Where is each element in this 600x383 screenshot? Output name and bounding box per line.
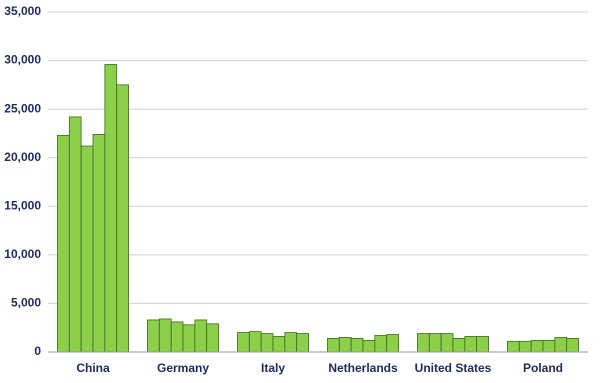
bar [170,321,184,353]
x-tick-label: China [76,361,110,375]
y-tick-label: 20,000 [4,150,41,164]
y-tick-label: 0 [34,344,41,358]
bar [428,333,442,353]
bar [116,84,129,353]
x-tick-label: Germany [157,361,209,375]
bar [386,334,399,353]
bar [530,339,544,353]
bar [327,337,340,353]
bar [57,134,70,353]
bar [237,332,250,353]
y-tick-label: 5,000 [11,296,41,310]
x-tick-label: Poland [523,361,563,375]
bar [104,64,118,353]
bar [476,336,489,353]
bar [338,337,352,353]
bar [374,335,388,353]
y-tick-label: 10,000 [4,247,41,261]
bar [182,324,196,353]
bar [440,333,454,353]
bar [206,323,219,353]
bar [566,337,579,353]
bar [272,336,286,353]
bar [158,318,172,353]
bar [518,340,532,353]
y-tick-label: 35,000 [4,4,41,18]
bar [92,133,106,353]
bar [68,116,82,353]
bar [284,332,298,353]
x-tick-label: United States [415,361,492,375]
bar [362,339,376,353]
bar [417,333,430,353]
x-tick-label: Netherlands [328,361,398,375]
bar [507,340,520,353]
bar [542,339,556,353]
bar [80,145,94,353]
bar [350,337,364,353]
x-tick-label: Italy [261,361,285,375]
bar [296,333,309,353]
y-tick-label: 15,000 [4,198,41,212]
y-tick-label: 30,000 [4,53,41,67]
bar [452,337,466,353]
y-tick-label: 25,000 [4,101,41,115]
bar [147,319,160,353]
bar [260,333,274,353]
bar [464,336,478,353]
bar [248,331,262,353]
bar [194,319,208,353]
bar [554,337,568,353]
